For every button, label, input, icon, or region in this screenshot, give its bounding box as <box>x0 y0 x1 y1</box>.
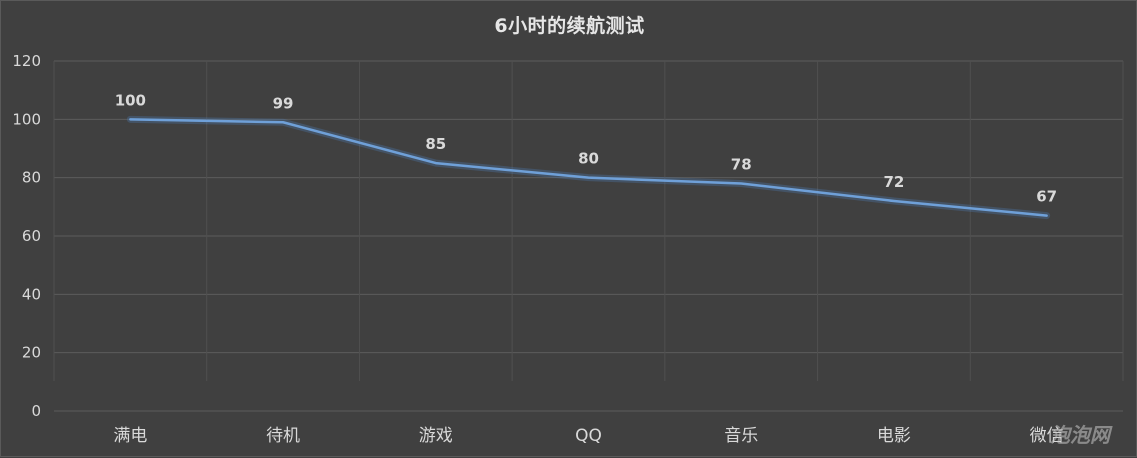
data-labels: 100 99 85 80 78 72 67 <box>115 91 1057 205</box>
y-tick-label: 80 <box>22 169 41 187</box>
y-tick-label: 0 <box>31 402 41 420</box>
data-label: 72 <box>883 173 904 191</box>
data-label: 99 <box>273 94 294 112</box>
gridlines <box>54 61 1123 411</box>
x-tick-label: 电影 <box>877 426 911 446</box>
x-tick-label: 音乐 <box>724 426 758 446</box>
x-tick-label: 满电 <box>113 426 147 446</box>
y-axis-ticks: 0 20 40 60 80 100 120 <box>12 52 41 420</box>
y-tick-label: 60 <box>22 227 41 245</box>
watermark-logo: 泡泡网 <box>1050 419 1110 448</box>
x-tick-label: 游戏 <box>419 426 453 446</box>
y-tick-label: 40 <box>22 285 41 303</box>
x-tick-label: 待机 <box>266 426 300 446</box>
data-label: 78 <box>731 156 752 174</box>
x-tick-label: QQ <box>575 426 602 446</box>
data-label: 67 <box>1036 188 1057 206</box>
y-tick-label: 100 <box>12 110 41 128</box>
data-label: 100 <box>115 91 146 109</box>
y-tick-label: 120 <box>12 52 41 70</box>
data-label: 80 <box>578 150 599 168</box>
y-tick-label: 20 <box>22 344 41 362</box>
data-label: 85 <box>425 135 446 153</box>
